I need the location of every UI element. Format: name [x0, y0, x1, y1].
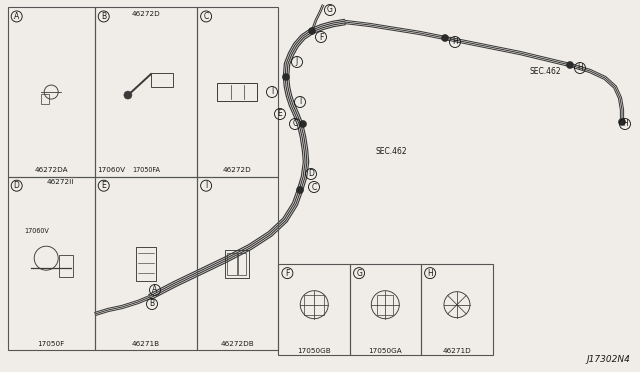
Bar — [95, 177, 197, 350]
Bar — [239, 253, 246, 275]
Bar — [151, 73, 173, 87]
Text: 17050F: 17050F — [38, 341, 65, 347]
Text: 46271B: 46271B — [132, 341, 160, 347]
Text: C: C — [292, 119, 298, 128]
Text: SEC.462: SEC.462 — [530, 67, 562, 77]
Text: I: I — [299, 97, 301, 106]
Text: 17050FA: 17050FA — [132, 167, 160, 173]
Bar — [350, 264, 421, 355]
Bar — [218, 83, 257, 101]
Text: E: E — [278, 109, 282, 119]
Bar — [304, 295, 324, 315]
Bar — [95, 7, 197, 177]
Text: 46272DA: 46272DA — [35, 167, 68, 173]
Text: A: A — [14, 12, 19, 21]
Text: 46272D: 46272D — [132, 11, 160, 17]
Bar — [197, 177, 278, 350]
Text: 17060V: 17060V — [97, 167, 125, 173]
Bar — [197, 7, 278, 177]
Text: D: D — [308, 170, 314, 179]
Text: F: F — [319, 32, 323, 42]
Circle shape — [124, 91, 132, 99]
Circle shape — [282, 74, 289, 80]
Bar — [60, 255, 73, 277]
Text: A: A — [152, 285, 157, 295]
Text: H: H — [622, 119, 628, 128]
Text: D: D — [13, 181, 20, 190]
Circle shape — [296, 186, 303, 193]
Bar — [278, 264, 350, 355]
Text: J17302N4: J17302N4 — [586, 355, 630, 364]
Text: 46272II: 46272II — [47, 179, 74, 185]
Bar — [8, 7, 95, 177]
Bar — [41, 94, 49, 104]
Text: I: I — [271, 87, 273, 96]
Circle shape — [566, 61, 573, 68]
Text: F: F — [285, 269, 289, 278]
Text: H: H — [452, 38, 458, 46]
Text: 17050GB: 17050GB — [298, 348, 331, 354]
Text: C: C — [312, 183, 317, 192]
Text: B: B — [101, 12, 106, 21]
Text: 17050GA: 17050GA — [369, 348, 402, 354]
Text: 46272D: 46272D — [223, 167, 252, 173]
Text: SEC.462: SEC.462 — [375, 148, 406, 157]
Text: B: B — [149, 299, 155, 308]
Circle shape — [308, 28, 316, 35]
Text: J: J — [296, 58, 298, 67]
Bar — [421, 264, 493, 355]
Circle shape — [442, 35, 449, 42]
Bar — [225, 250, 250, 278]
Text: H: H — [428, 269, 433, 278]
Bar — [227, 253, 237, 275]
Circle shape — [300, 121, 307, 128]
Bar — [378, 295, 393, 315]
Text: H: H — [577, 64, 583, 73]
Bar — [8, 177, 95, 350]
Text: E: E — [101, 181, 106, 190]
Text: 17060V: 17060V — [24, 228, 49, 234]
Circle shape — [618, 119, 625, 125]
Text: G: G — [356, 269, 362, 278]
Text: 46272DB: 46272DB — [221, 341, 254, 347]
Bar — [136, 247, 156, 281]
Text: I: I — [205, 181, 207, 190]
Text: 46271D: 46271D — [443, 348, 471, 354]
Text: G: G — [327, 6, 333, 15]
Text: C: C — [204, 12, 209, 21]
